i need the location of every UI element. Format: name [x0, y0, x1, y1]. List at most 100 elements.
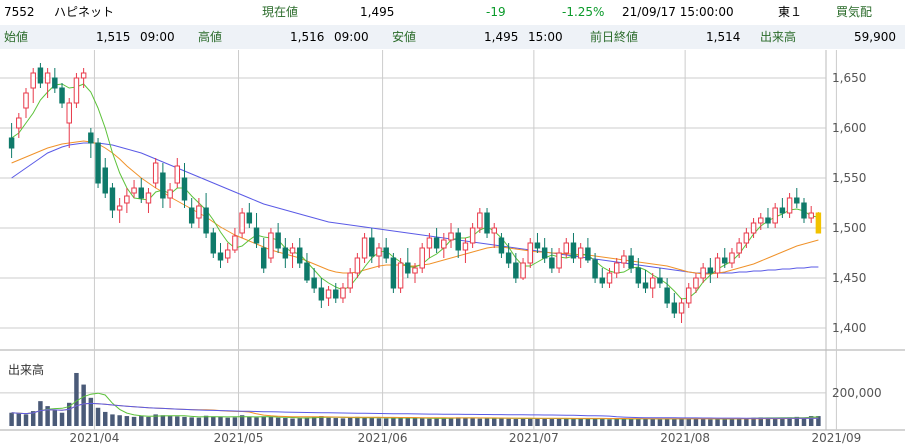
- candle-body: [181, 177, 188, 201]
- price-change-pct: -1.25%: [562, 5, 605, 19]
- x-tick-label: 2021/09: [811, 431, 861, 445]
- candle-body: [260, 247, 267, 269]
- x-tick-label: 2021/05: [214, 431, 264, 445]
- volume-bar: [427, 418, 432, 426]
- volume-bar: [542, 418, 547, 426]
- volume-bar: [59, 412, 65, 426]
- volume-bar: [23, 414, 29, 426]
- volume-ma-mid: [11, 402, 819, 420]
- volume-bar: [391, 417, 396, 426]
- volume-bar: [729, 418, 735, 426]
- candle-body: [253, 227, 260, 244]
- volume-bar: [290, 418, 295, 426]
- candle-body: [786, 197, 793, 214]
- volume-bar: [311, 416, 317, 426]
- candle-body: [188, 207, 195, 224]
- candle-body: [541, 247, 548, 259]
- candle-body: [376, 247, 382, 257]
- volume-bar: [196, 417, 202, 426]
- candle-body: [628, 255, 634, 269]
- x-tick-label: 2021/06: [358, 431, 408, 445]
- volume-bar: [74, 372, 79, 426]
- candle-body: [16, 117, 22, 129]
- volume-bar: [614, 419, 619, 426]
- candle-body: [513, 262, 519, 279]
- candle-body: [174, 165, 181, 184]
- candle-body: [311, 277, 317, 289]
- candle-body: [80, 72, 87, 79]
- candle-body: [707, 267, 714, 274]
- candle-body: [246, 212, 253, 224]
- price-tick-label: 1,600: [832, 121, 866, 135]
- volume-bar: [405, 418, 411, 426]
- candle-body: [527, 242, 533, 264]
- volume-value: 59,900: [854, 30, 896, 44]
- candle-body: [556, 252, 562, 269]
- candle-body: [498, 237, 505, 254]
- volume-bar: [520, 418, 526, 426]
- candle-body: [8, 137, 15, 149]
- candle-body: [397, 262, 404, 289]
- volume-bar: [477, 418, 483, 426]
- candle-body: [412, 267, 418, 274]
- candle-body: [224, 249, 231, 259]
- candle-body: [325, 289, 332, 299]
- candle-body: [109, 187, 116, 211]
- volume-bar: [686, 418, 691, 426]
- volume-bar: [816, 416, 821, 426]
- volume-bar: [297, 418, 302, 426]
- candle-body: [167, 189, 173, 199]
- price-chart: 1,400 1,450 1,500 1,550 1,600 1,650 200,000 出来高…: [0, 50, 905, 445]
- candle-body: [549, 257, 555, 269]
- volume-bar: [780, 417, 785, 426]
- volume-bar: [304, 417, 310, 426]
- candle-body: [441, 239, 447, 249]
- candle-body: [318, 287, 325, 301]
- volume-bar: [549, 419, 555, 426]
- volume-bar: [571, 419, 576, 426]
- axis-labels: 1,400 1,450 1,500 1,550 1,600 1,650 200,000 出来高…: [8, 71, 882, 445]
- candle-body: [520, 262, 526, 279]
- candle-body: [613, 262, 620, 274]
- candle-body: [405, 262, 411, 274]
- candle-body: [801, 202, 807, 219]
- candle-body: [772, 207, 778, 224]
- volume-bar: [772, 418, 778, 426]
- volume-bar: [700, 419, 706, 426]
- candle-body: [152, 162, 159, 184]
- volume-bar: [628, 418, 634, 426]
- volume-bar: [672, 418, 677, 426]
- volume-bar: [167, 416, 173, 426]
- volume-bar: [124, 416, 130, 426]
- candle-body: [635, 267, 642, 284]
- current-price-label: 現在値: [262, 5, 299, 19]
- low-time: 15:00: [528, 30, 563, 44]
- volume-bar: [30, 411, 36, 426]
- volume-tick-label: 200,000: [832, 386, 882, 400]
- volume-bar: [441, 418, 447, 426]
- candle-body: [592, 259, 598, 279]
- volume-bar: [513, 419, 519, 426]
- candle-body: [239, 212, 245, 234]
- volume-bar: [693, 418, 699, 426]
- volume-bar: [708, 419, 713, 426]
- candle-body: [477, 212, 483, 229]
- candle-body: [304, 262, 310, 281]
- volume-bar: [643, 418, 648, 426]
- candle-body: [102, 167, 108, 194]
- candle-body: [95, 142, 101, 184]
- ma-long-line: [11, 142, 819, 274]
- volume-bar: [751, 417, 756, 426]
- candle-body: [390, 257, 397, 289]
- candle-body: [52, 77, 58, 89]
- price-tick-label: 1,650: [832, 71, 866, 85]
- candle-body: [196, 205, 202, 219]
- volume-bar: [801, 418, 807, 426]
- volume-bar: [607, 419, 612, 426]
- volume-bar: [326, 417, 331, 426]
- low-label: 安値: [392, 30, 417, 44]
- candle-body: [649, 277, 656, 289]
- chart-grid: [0, 50, 905, 431]
- ma-mid-line: [11, 140, 819, 275]
- volume-bar: [153, 414, 158, 426]
